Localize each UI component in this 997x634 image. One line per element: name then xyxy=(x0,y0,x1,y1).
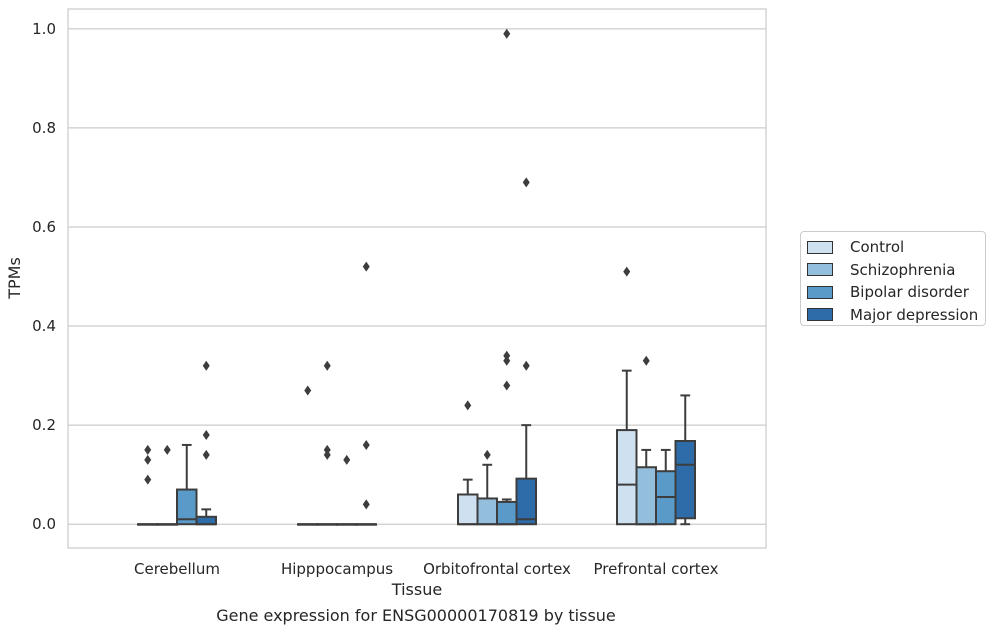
outlier-point xyxy=(202,360,210,371)
boxes xyxy=(137,369,696,526)
legend-item-control: Control xyxy=(807,236,985,259)
x-axis-label: Tissue xyxy=(391,580,442,599)
y-tick-label: 0.0 xyxy=(32,515,56,533)
y-tick-label: 0.2 xyxy=(32,416,56,434)
outlier-point xyxy=(522,177,530,188)
legend-item-bipolar-disorder: Bipolar disorder xyxy=(807,281,985,304)
box xyxy=(515,477,537,526)
box xyxy=(195,515,217,526)
outliers xyxy=(144,28,650,510)
outlier-point xyxy=(304,385,312,396)
box xyxy=(476,497,498,526)
outlier-point xyxy=(483,449,491,460)
y-tick-label: 1.0 xyxy=(32,20,56,38)
legend-item-schizophrenia: Schizophrenia xyxy=(807,259,985,282)
legend-label-control: Control xyxy=(850,238,905,257)
outlier-point xyxy=(503,380,511,391)
outlier-point xyxy=(323,449,331,460)
box xyxy=(496,500,518,526)
plot-frame xyxy=(67,8,767,549)
legend-label-bipolar-disorder: Bipolar disorder xyxy=(850,283,969,302)
outlier-point xyxy=(362,439,370,450)
x-tick-labels: Cerebellum Hipppocampus Orbitofrontal cort… xyxy=(134,560,719,578)
outlier-point xyxy=(623,266,631,277)
legend-swatch-control xyxy=(807,240,833,254)
box xyxy=(635,466,657,526)
y-tick-label: 0.8 xyxy=(32,119,56,137)
box xyxy=(616,429,638,526)
x-tick-label: Prefrontal cortex xyxy=(594,560,719,578)
legend-swatch-bipolar-disorder xyxy=(807,285,833,299)
box xyxy=(457,493,479,526)
outlier-point xyxy=(362,499,370,510)
outlier-point xyxy=(464,400,472,411)
y-tick-label: 0.6 xyxy=(32,218,56,236)
box xyxy=(674,439,696,520)
outlier-point xyxy=(362,261,370,272)
outlier-point xyxy=(144,474,152,485)
legend-swatch-major-depression xyxy=(807,308,833,322)
x-tick-label: Cerebellum xyxy=(134,560,220,578)
outlier-point xyxy=(144,444,152,455)
outlier-point xyxy=(343,454,351,465)
outlier-point xyxy=(642,355,650,366)
outlier-point xyxy=(144,454,152,465)
x-tick-label: Hipppocampus xyxy=(281,560,393,578)
y-axis-label: TPMs xyxy=(5,257,24,300)
y-tick-label: 0.4 xyxy=(32,317,56,335)
legend-swatch-schizophrenia xyxy=(807,263,833,277)
y-tick-labels: 0.0 0.2 0.4 0.6 0.8 1.0 xyxy=(32,20,56,533)
outlier-point xyxy=(202,449,210,460)
x-tick-label: Orbitofrontal cortex xyxy=(423,560,571,578)
outlier-point xyxy=(503,28,511,39)
outlier-point xyxy=(503,355,511,366)
box xyxy=(176,488,198,526)
outlier-point xyxy=(323,360,331,371)
legend-item-major-depression: Major depression xyxy=(807,304,985,327)
legend-label-major-depression: Major depression xyxy=(850,305,979,324)
legend-label-schizophrenia: Schizophrenia xyxy=(850,260,956,279)
outlier-point xyxy=(522,360,530,371)
outlier-point xyxy=(163,444,171,455)
outlier-point xyxy=(202,430,210,441)
legend: Control Schizophrenia Bipolar disorder M… xyxy=(800,231,986,326)
figure-caption: Gene expression for ENSG00000170819 by t… xyxy=(216,606,616,625)
